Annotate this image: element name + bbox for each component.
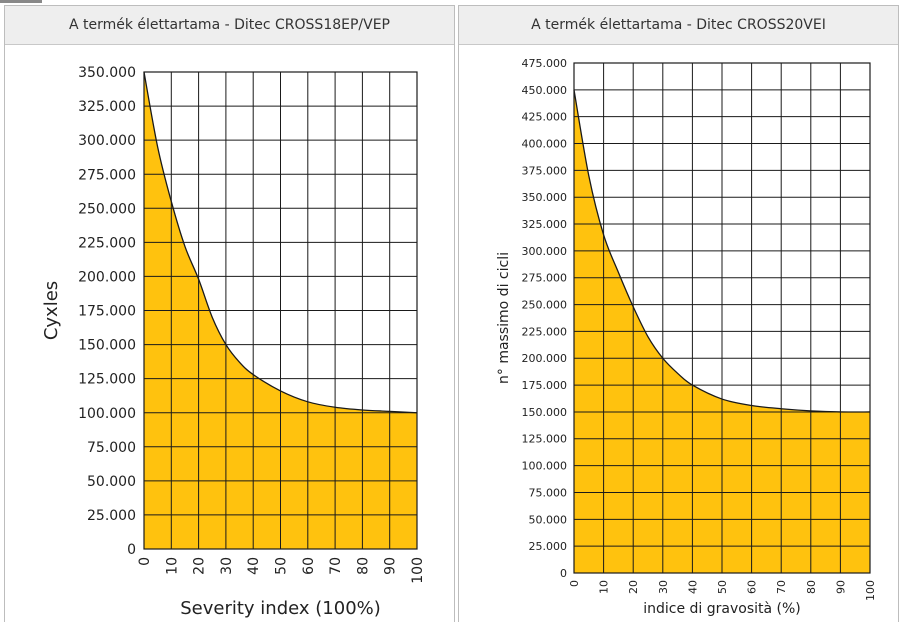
y-tick-label: 50.000 xyxy=(529,513,568,526)
y-tick-label: 325.000 xyxy=(522,218,568,231)
x-tick-label: 80 xyxy=(355,557,371,575)
y-tick-label: 100.000 xyxy=(78,406,136,422)
panel-header-right: A termék élettartama - Ditec CROSS20VEI xyxy=(459,6,898,45)
y-tick-label: 225.000 xyxy=(78,235,136,251)
y-tick-label: 300.000 xyxy=(78,133,136,149)
y-tick-label: 325.000 xyxy=(78,99,136,115)
y-tick-label: 250.000 xyxy=(522,299,568,312)
y-tick-label: 175.000 xyxy=(78,304,136,320)
y-axis-title: n° massimo di cicli xyxy=(496,252,512,384)
plot-frame xyxy=(573,62,871,574)
x-tick-label: 60 xyxy=(301,557,317,575)
x-tick-label: 40 xyxy=(686,580,699,594)
y-tick-label: 150.000 xyxy=(78,338,136,354)
y-tick-label: 450.000 xyxy=(522,84,568,97)
y-tick-label: 200.000 xyxy=(78,269,136,285)
y-tick-label: 125.000 xyxy=(522,433,568,446)
chart-right: 0 25.000 50.000 75.000 100.000 125.000 150.000… xyxy=(496,57,877,617)
x-axis-title: Severity index (100%) xyxy=(180,598,381,619)
y-tick-label: 200.000 xyxy=(522,352,568,365)
x-tick-label: 80 xyxy=(805,580,818,594)
chart-left: 0 25.000 50.000 75.000 100.000 125.000 150.000… xyxy=(41,65,426,619)
y-tick-label: 475.000 xyxy=(522,57,568,70)
x-tick-label: 20 xyxy=(627,580,640,594)
x-tick-label: 20 xyxy=(192,557,208,575)
area-fill xyxy=(574,89,870,573)
area-fill xyxy=(144,72,417,549)
x-tick-label: 30 xyxy=(657,580,670,594)
x-tick-label: 100 xyxy=(864,580,877,601)
y-tick-label: 25.000 xyxy=(529,540,568,553)
y-tick-label: 0 xyxy=(560,567,567,580)
y-tick-label: 350.000 xyxy=(78,65,136,81)
x-tick-label: 100 xyxy=(410,557,426,584)
series-line xyxy=(143,71,418,414)
y-tick-label: 225.000 xyxy=(522,325,568,338)
x-tick-label: 90 xyxy=(834,580,847,594)
y-tick-label: 275.000 xyxy=(78,167,136,183)
y-tick-label: 250.000 xyxy=(78,201,136,217)
series-line xyxy=(573,89,871,413)
y-tick-label: 75.000 xyxy=(529,486,568,499)
chart-panel-left: A termék élettartama - Ditec CROSS18EP/V… xyxy=(4,5,455,622)
y-tick-label: 25.000 xyxy=(87,508,136,524)
x-tick-label: 60 xyxy=(746,580,759,594)
x-tick-label: 10 xyxy=(164,557,180,575)
x-tick-label: 10 xyxy=(598,580,611,594)
y-tick-label: 400.000 xyxy=(522,137,568,150)
y-tick-label: 300.000 xyxy=(522,245,568,258)
y-tick-label: 150.000 xyxy=(522,406,568,419)
x-tick-label: 30 xyxy=(219,557,235,575)
plot-frame xyxy=(143,71,418,550)
x-tick-label: 50 xyxy=(716,580,729,594)
y-tick-label: 425.000 xyxy=(522,111,568,124)
y-tick-label: 75.000 xyxy=(87,440,136,456)
x-tick-label: 70 xyxy=(328,557,344,575)
y-tick-label: 125.000 xyxy=(78,372,136,388)
x-tick-label: 70 xyxy=(775,580,788,594)
y-tick-label: 350.000 xyxy=(522,191,568,204)
x-tick-label: 50 xyxy=(274,557,290,575)
panel-header-left: A termék élettartama - Ditec CROSS18EP/V… xyxy=(5,6,454,45)
x-axis-title: indice di gravosità (%) xyxy=(643,601,801,617)
x-tick-label: 0 xyxy=(137,557,153,566)
x-tick-label: 0 xyxy=(568,580,581,587)
chart-panel-right: A termék élettartama - Ditec CROSS20VEI … xyxy=(458,5,899,622)
y-tick-label: 175.000 xyxy=(522,379,568,392)
y-tick-label: 100.000 xyxy=(522,460,568,473)
y-tick-label: 50.000 xyxy=(87,474,136,490)
y-tick-label: 275.000 xyxy=(522,272,568,285)
x-tick-label: 90 xyxy=(383,557,399,575)
y-tick-label: 375.000 xyxy=(522,164,568,177)
top-accent-strip xyxy=(0,0,42,3)
y-axis-title: Cyxles xyxy=(41,281,62,340)
y-tick-label: 0 xyxy=(127,542,136,558)
x-tick-label: 40 xyxy=(246,557,262,575)
